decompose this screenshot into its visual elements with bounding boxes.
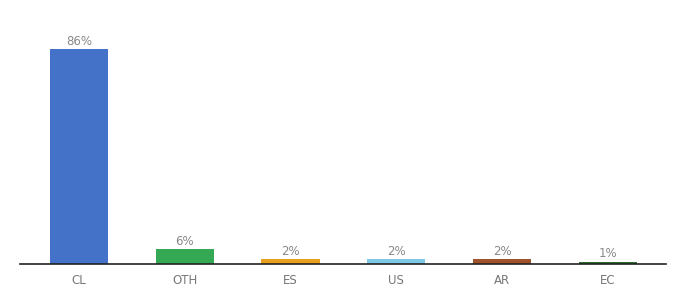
Text: 2%: 2% — [387, 245, 405, 258]
Bar — [50, 49, 108, 264]
Bar — [473, 259, 531, 264]
Bar — [156, 249, 214, 264]
Bar — [367, 259, 426, 264]
Text: 6%: 6% — [175, 235, 194, 248]
Bar — [261, 259, 320, 264]
Text: 1%: 1% — [598, 247, 617, 260]
Text: 2%: 2% — [493, 245, 511, 258]
Bar — [579, 262, 637, 264]
Text: 2%: 2% — [282, 245, 300, 258]
Text: 86%: 86% — [66, 35, 92, 48]
